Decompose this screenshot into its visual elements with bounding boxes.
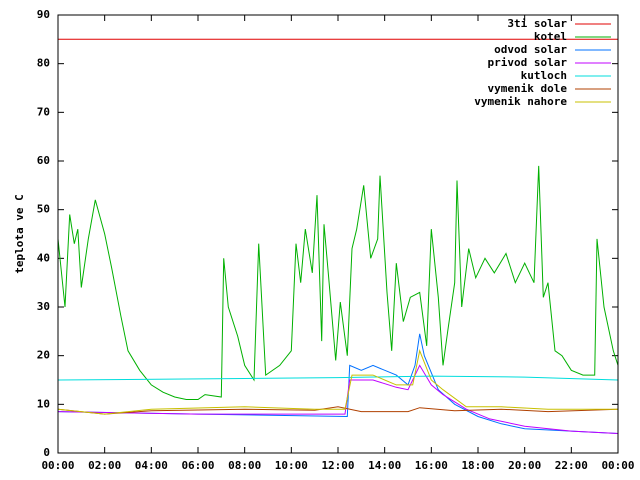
y-tick-label: 0 bbox=[43, 446, 50, 459]
legend-label: vymenik nahore bbox=[474, 95, 567, 108]
y-tick-label: 30 bbox=[37, 300, 50, 313]
x-tick-label: 12:00 bbox=[321, 459, 354, 472]
y-tick-label: 40 bbox=[37, 251, 50, 264]
x-tick-label: 16:00 bbox=[415, 459, 448, 472]
x-tick-label: 14:00 bbox=[368, 459, 401, 472]
x-tick-label: 04:00 bbox=[135, 459, 168, 472]
legend-label: vymenik dole bbox=[488, 82, 568, 95]
x-tick-label: 20:00 bbox=[508, 459, 541, 472]
legend-label: privod solar bbox=[488, 56, 568, 69]
y-axis-label: teplota ve C bbox=[13, 194, 26, 273]
x-tick-label: 18:00 bbox=[461, 459, 494, 472]
y-tick-label: 10 bbox=[37, 397, 50, 410]
y-tick-label: 80 bbox=[37, 57, 50, 70]
y-tick-label: 20 bbox=[37, 349, 50, 362]
x-tick-label: 22:00 bbox=[555, 459, 588, 472]
legend-label: odvod solar bbox=[494, 43, 567, 56]
x-tick-label: 10:00 bbox=[275, 459, 308, 472]
legend-label: 3ti solar bbox=[507, 17, 567, 30]
y-tick-label: 60 bbox=[37, 154, 50, 167]
y-tick-label: 50 bbox=[37, 203, 50, 216]
series-line bbox=[57, 349, 618, 415]
x-tick-label: 06:00 bbox=[181, 459, 214, 472]
legend-label: kutloch bbox=[521, 69, 567, 82]
series-line bbox=[57, 165, 619, 400]
series-line bbox=[57, 333, 619, 434]
x-tick-label: 08:00 bbox=[228, 459, 261, 472]
x-tick-label: 02:00 bbox=[88, 459, 121, 472]
x-tick-label: 00:00 bbox=[601, 459, 634, 472]
y-tick-label: 70 bbox=[37, 105, 50, 118]
plot-frame bbox=[57, 14, 619, 454]
series-line bbox=[57, 375, 619, 381]
y-tick-label: 90 bbox=[37, 8, 50, 21]
legend-label: kotel bbox=[534, 30, 567, 43]
x-tick-label: 00:00 bbox=[41, 459, 74, 472]
series-line bbox=[57, 406, 619, 415]
